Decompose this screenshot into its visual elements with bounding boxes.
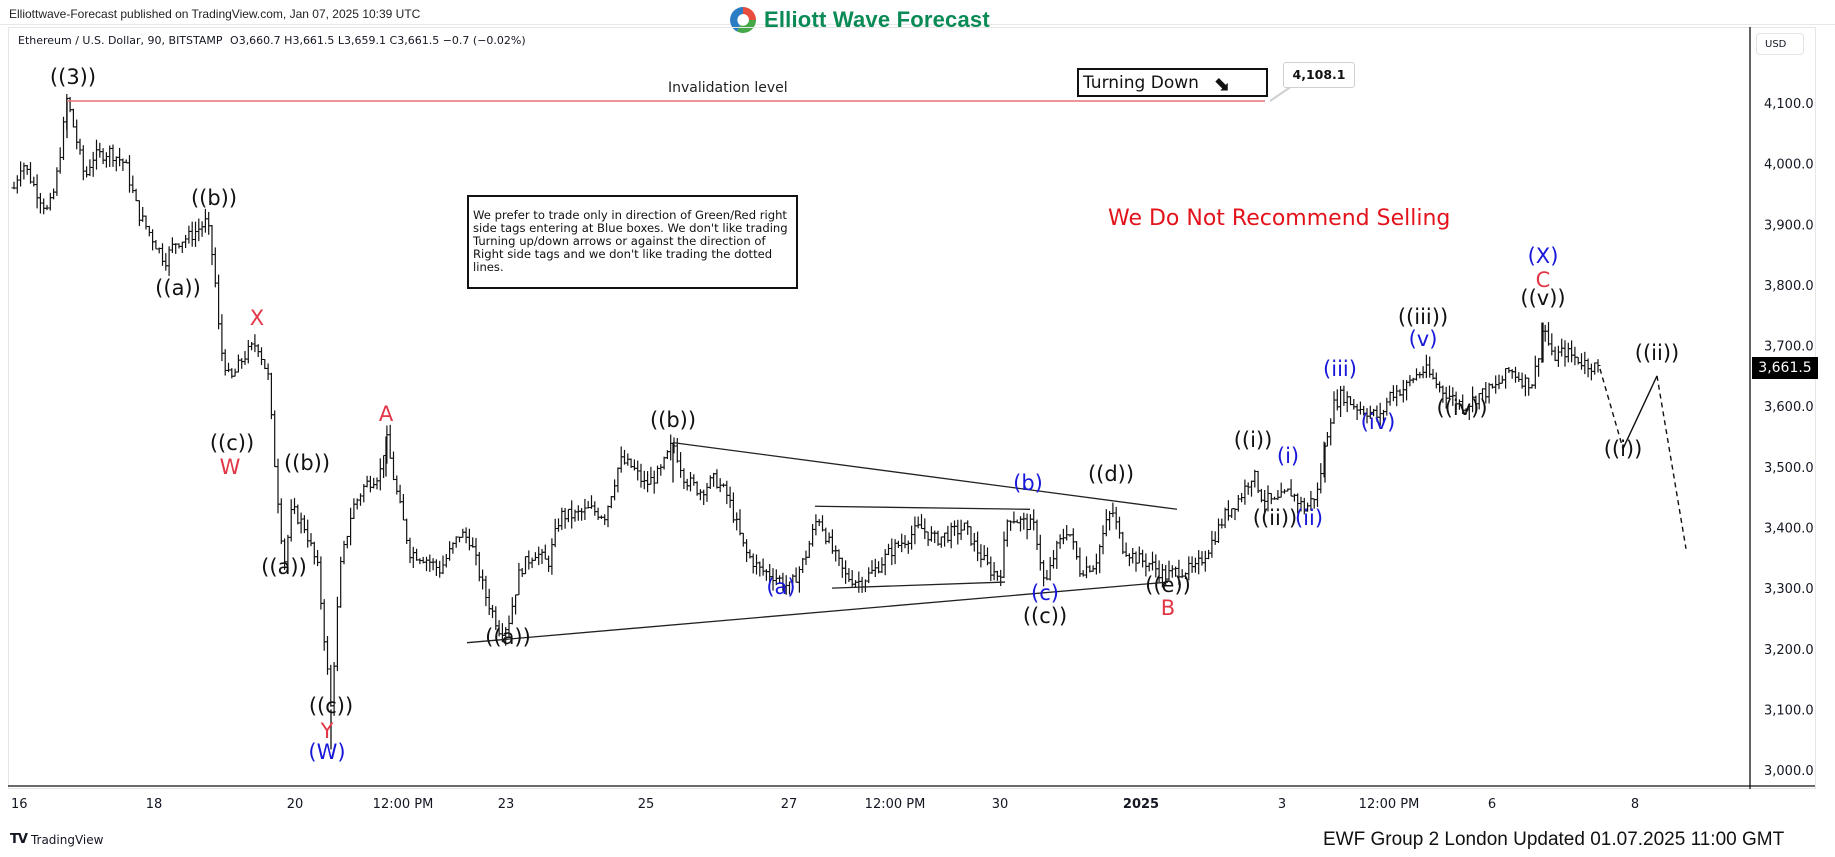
header-divider: [0, 24, 1835, 25]
time-tick-label: 8: [1631, 797, 1639, 812]
invalidation-price-callout: 4,108.1: [1283, 62, 1355, 88]
time-tick-label: 23: [498, 797, 515, 812]
wave-label: X: [249, 306, 265, 330]
price-tick-label: 3,900.0: [1764, 218, 1814, 233]
wave-label: (W): [308, 740, 346, 764]
time-tick-label: 12:00 PM: [1359, 797, 1420, 812]
price-tick-label: 4,100.0: [1764, 97, 1814, 112]
price-tick-label: 3,800.0: [1764, 279, 1814, 294]
wave-label: ((v)): [1520, 286, 1566, 310]
wave-label: ((iv)): [1436, 396, 1488, 420]
time-tick-label: 20: [287, 797, 304, 812]
ewf-logo-icon: [730, 7, 756, 33]
time-tick-label: 16: [11, 797, 28, 812]
wave-label: ((i)): [1233, 428, 1273, 452]
wave-label: ((ii)): [1634, 341, 1680, 365]
wave-label: (v): [1408, 327, 1438, 351]
wave-label: A: [378, 402, 394, 426]
wave-label: ((c)): [209, 431, 255, 455]
ohlc-values: O3,660.7 H3,661.5 L3,659.1 C3,661.5 −0.7…: [230, 34, 526, 47]
arrow-down-right-icon: ⬊: [1212, 70, 1230, 95]
wave-label: (iv): [1360, 410, 1396, 434]
chart-frame: [8, 27, 1816, 789]
price-tick-label: 3,200.0: [1764, 643, 1814, 658]
wave-label: ((a)): [485, 625, 531, 649]
turning-down-box: Turning Down ⬊: [1077, 68, 1268, 97]
price-tick-label: 3,300.0: [1764, 582, 1814, 597]
price-tick-label: 3,500.0: [1764, 461, 1814, 476]
wave-label: C: [1535, 268, 1551, 292]
wave-label: ((c)): [308, 694, 354, 718]
price-axis[interactable]: 4,100.0 4,000.0 3,900.0 3,800.0 3,700.0 3,600…: [1764, 97, 1814, 779]
time-tick-label: 12:00 PM: [373, 797, 434, 812]
wave-label: ((3)): [49, 65, 97, 89]
wave-label: W: [219, 455, 241, 479]
wave-label: B: [1160, 596, 1176, 620]
tradingview-logo-icon: TV: [10, 832, 28, 847]
time-tick-label: 3: [1278, 797, 1286, 812]
price-tick-label: 3,000.0: [1764, 764, 1814, 779]
last-price-tag: 3,661.5: [1752, 357, 1818, 379]
time-tick-label: 12:00 PM: [865, 797, 926, 812]
trading-note-box: We prefer to trade only in direction of …: [467, 195, 798, 289]
wave-label: ((d)): [1087, 462, 1135, 486]
wave-label: ((a)): [261, 555, 307, 579]
trendline: [831, 581, 1006, 589]
price-tick-label: 3,100.0: [1764, 703, 1814, 718]
tradingview-label: TradingView: [30, 832, 104, 847]
trendline: [814, 505, 1031, 510]
price-tick-label: 3,700.0: [1764, 340, 1814, 355]
wave-label: (iii): [1323, 357, 1357, 381]
currency-button[interactable]: USD: [1756, 33, 1804, 55]
time-tick-label: 2025: [1123, 797, 1159, 812]
invalidation-label: Invalidation level: [668, 80, 788, 96]
time-tick-label: 27: [781, 797, 798, 812]
time-tick-label: 30: [992, 797, 1009, 812]
trendline: [466, 581, 1169, 644]
callout-pointer: [1269, 85, 1293, 102]
wave-label: ((b)): [649, 408, 697, 432]
triangle-trendlines: [466, 441, 1178, 644]
wave-label: (ii): [1294, 506, 1324, 530]
price-tick-label: 3,600.0: [1764, 400, 1814, 415]
wave-label: (X): [1527, 244, 1559, 268]
symbol-legend: Ethereum / U.S. Dollar, 90, BITSTAMP O3,…: [18, 34, 526, 47]
no-sell-notice: We Do Not Recommend Selling: [1108, 206, 1451, 231]
wave-label: (b): [1013, 471, 1043, 495]
wave-label: ((b)): [190, 186, 238, 210]
wave-label: (a): [766, 575, 796, 599]
wave-label: ((iii)): [1397, 305, 1449, 329]
ewf-update-footer: EWF Group 2 London Updated 01.07.2025 11…: [1323, 829, 1785, 850]
price-tick-label: 3,400.0: [1764, 521, 1814, 536]
wave-label: ((i)): [1603, 437, 1643, 461]
wave-label: ((c)): [1022, 604, 1068, 628]
wave-label: ((ii)): [1252, 506, 1298, 530]
publish-caption: Elliottwave-Forecast published on Tradin…: [9, 7, 421, 21]
symbol-name: Ethereum / U.S. Dollar, 90, BITSTAMP: [18, 34, 223, 47]
projection-path: [1599, 368, 1687, 549]
turning-down-label: Turning Down: [1083, 72, 1199, 93]
tradingview-footer[interactable]: TV TradingView: [10, 832, 103, 847]
wave-label: Y: [320, 719, 334, 743]
time-axis[interactable]: 16 18 20 12:00 PM 23 25 27 12:00 PM 30 2025 3 12:00…: [11, 797, 1639, 812]
trendline: [672, 441, 1178, 510]
time-tick-label: 18: [146, 797, 163, 812]
time-tick-label: 6: [1488, 797, 1496, 812]
time-tick-label: 25: [638, 797, 655, 812]
wave-label: ((e)): [1145, 573, 1191, 597]
ohlc-bars: [11, 94, 1601, 750]
wave-label: (c): [1031, 581, 1059, 605]
price-tick-label: 4,000.0: [1764, 158, 1814, 173]
wave-label: ((b)): [283, 451, 331, 475]
wave-label: (i): [1276, 444, 1300, 468]
wave-label: ((a)): [155, 276, 201, 300]
